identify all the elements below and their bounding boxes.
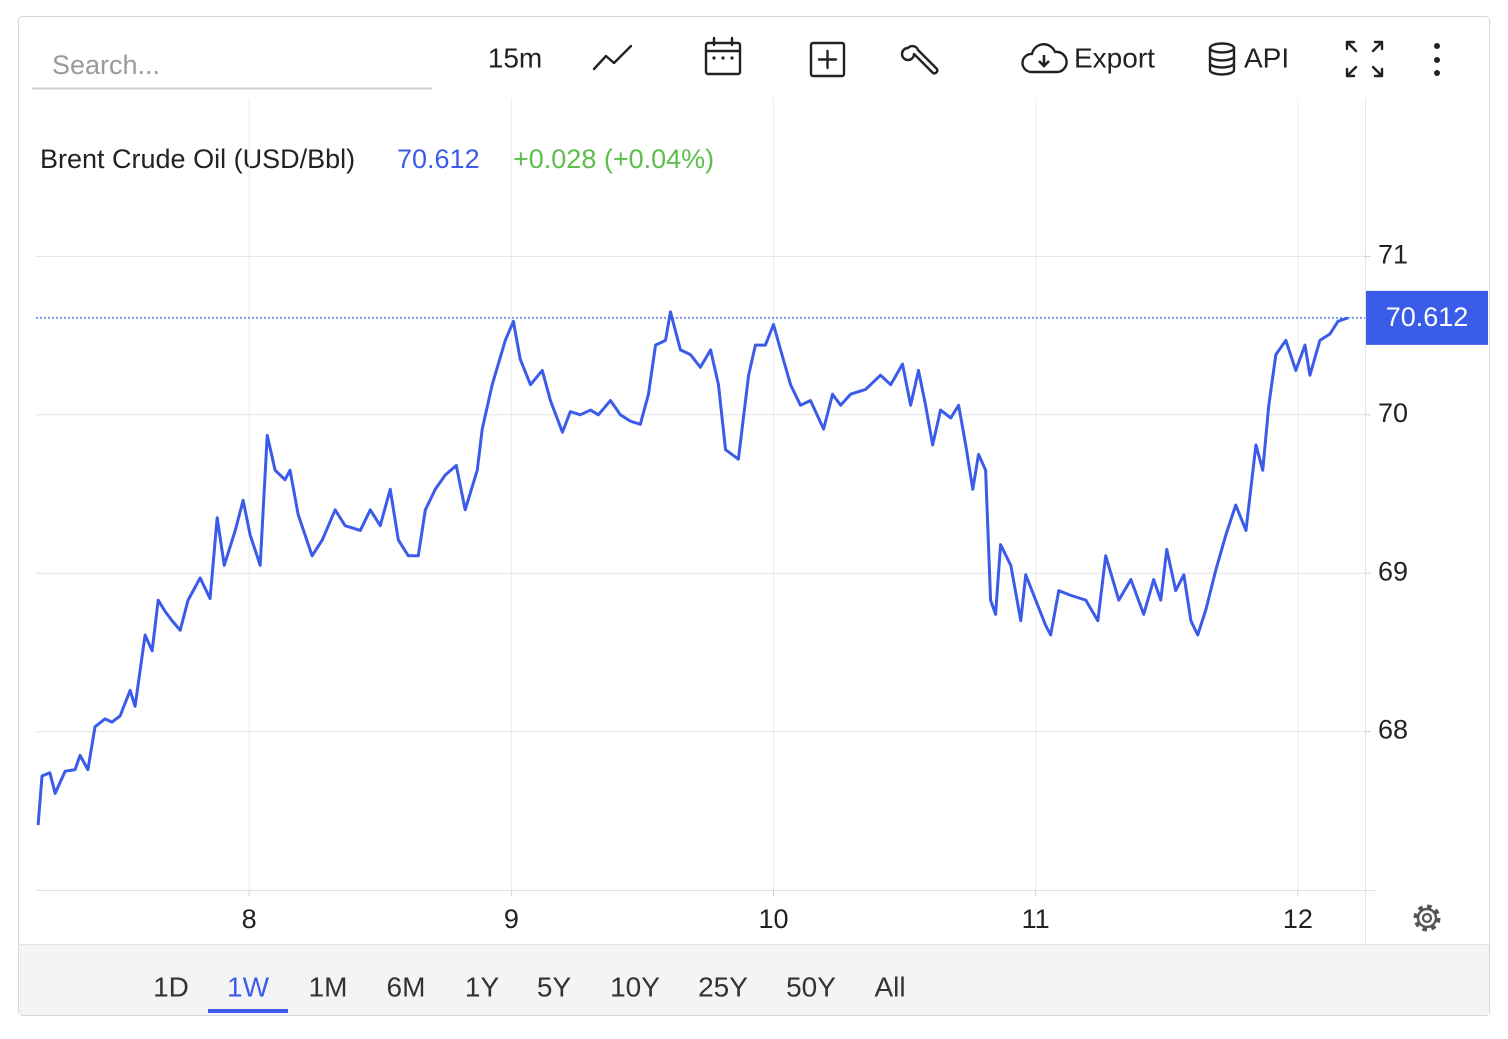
range-button[interactable]: 50Y: [786, 971, 836, 1002]
export-icon[interactable]: [1021, 43, 1068, 74]
x-tick-label: 10: [758, 904, 788, 934]
range-button[interactable]: All: [874, 971, 905, 1002]
y-tick-label: 69: [1378, 556, 1408, 586]
range-button[interactable]: 5Y: [537, 971, 572, 1002]
export-button[interactable]: Export: [1074, 42, 1155, 73]
more-menu-icon[interactable]: [1434, 43, 1440, 76]
price-badge-label: 70.612: [1386, 302, 1469, 332]
range-active-underline: [208, 1009, 288, 1013]
x-tick-label: 9: [504, 904, 519, 934]
search-placeholder[interactable]: Search...: [52, 50, 160, 80]
frame: [18, 16, 1490, 1016]
chart-header: Brent Crude Oil (USD/Bbl) 70.612 +0.028 …: [40, 144, 714, 174]
y-tick-label: 68: [1378, 715, 1408, 745]
series-name: Brent Crude Oil (USD/Bbl): [40, 144, 355, 174]
range-bar: [19, 944, 1489, 1015]
fullscreen-icon[interactable]: [1345, 40, 1384, 78]
range-button[interactable]: 1M: [309, 971, 348, 1002]
range-button[interactable]: 1D: [153, 971, 189, 1002]
range-button[interactable]: 1W: [227, 971, 270, 1002]
api-button[interactable]: API: [1244, 42, 1289, 73]
chart-type-icon[interactable]: [592, 44, 633, 71]
settings-wrench-icon[interactable]: [900, 44, 939, 75]
x-tick-label: 8: [242, 904, 257, 934]
header-change: +0.028 (+0.04%): [513, 144, 714, 174]
range-button[interactable]: 25Y: [698, 971, 748, 1002]
range-button[interactable]: 6M: [387, 971, 426, 1002]
api-icon[interactable]: [1208, 42, 1236, 76]
price-line: [36, 310, 1349, 826]
search-box[interactable]: Search...: [32, 50, 432, 90]
y-tick-label: 70: [1378, 398, 1408, 428]
grid: [36, 98, 1365, 890]
add-indicator-icon[interactable]: [809, 41, 846, 78]
range-button[interactable]: 10Y: [610, 971, 660, 1002]
gear-icon[interactable]: [1413, 904, 1441, 932]
y-tick-label: 71: [1378, 240, 1408, 270]
header-price: 70.612: [397, 144, 480, 174]
interval-button[interactable]: 15m: [488, 42, 542, 73]
range-button[interactable]: 1Y: [465, 971, 500, 1002]
x-tick-label: 11: [1022, 904, 1050, 934]
price-badge: [1366, 290, 1488, 345]
calendar-icon[interactable]: [704, 36, 742, 76]
x-tick-label: 12: [1283, 904, 1313, 934]
